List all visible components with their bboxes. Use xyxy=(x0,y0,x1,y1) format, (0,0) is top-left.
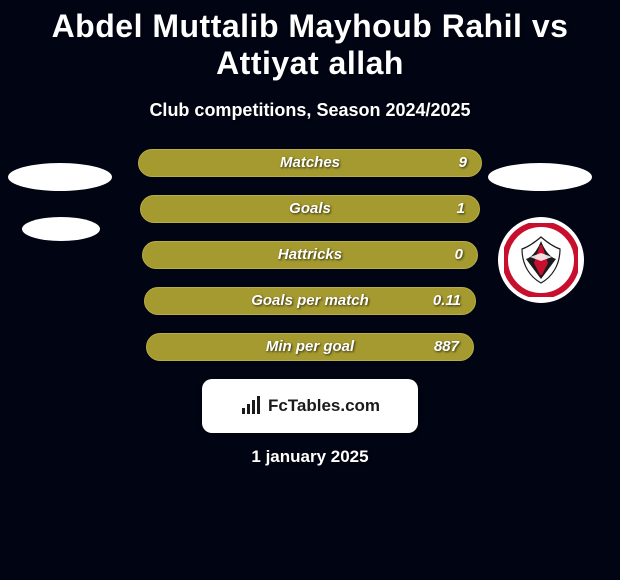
page-title: Abdel Muttalib Mayhoub Rahil vs Attiyat … xyxy=(0,0,620,82)
subtitle: Club competitions, Season 2024/2025 xyxy=(0,100,620,121)
footer-branding-card: FcTables.com xyxy=(202,379,418,433)
stat-bar: Hattricks 0 xyxy=(142,241,478,269)
stat-bar: Goals per match 0.11 xyxy=(144,287,476,315)
stat-value: 0 xyxy=(455,246,463,263)
player1-badge-placeholder-2 xyxy=(22,217,100,241)
stat-label: Hattricks xyxy=(278,246,342,263)
stat-row: Min per goal 887 xyxy=(0,333,620,361)
club-logo-al-ahly xyxy=(498,217,584,303)
comparison-chart: Matches 9 Goals 1 Hattricks 0 Goals per match 0… xyxy=(0,149,620,361)
stat-bar: Goals 1 xyxy=(140,195,480,223)
footer-brand-text: FcTables.com xyxy=(268,396,380,416)
stat-label: Goals per match xyxy=(251,292,369,309)
stat-bar: Min per goal 887 xyxy=(146,333,474,361)
stat-value: 1 xyxy=(457,200,465,217)
stat-label: Goals xyxy=(289,200,331,217)
player2-badge-placeholder xyxy=(488,163,592,191)
player1-badge-placeholder-1 xyxy=(8,163,112,191)
stat-bar: Matches 9 xyxy=(138,149,482,177)
bar-chart-icon xyxy=(240,395,262,417)
stat-value: 0.11 xyxy=(433,292,461,309)
stat-label: Matches xyxy=(280,154,340,171)
date-text: 1 january 2025 xyxy=(0,447,620,467)
stat-value: 9 xyxy=(459,154,467,171)
stat-value: 887 xyxy=(434,338,459,355)
stat-label: Min per goal xyxy=(266,338,354,355)
al-ahly-crest-icon xyxy=(504,223,578,297)
